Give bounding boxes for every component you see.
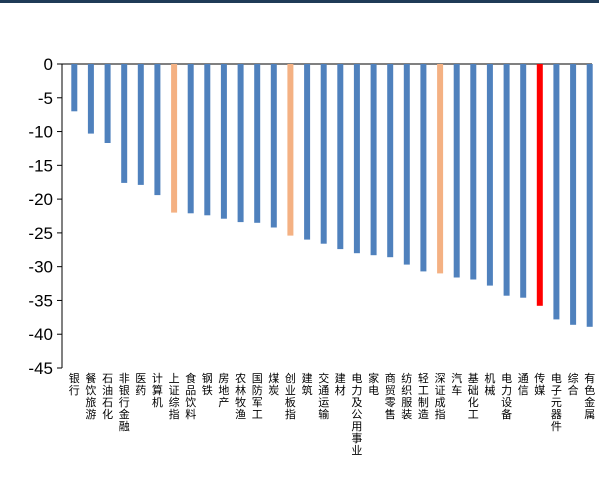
x-tick-label: 电力设备 bbox=[501, 372, 512, 421]
bar bbox=[270, 64, 277, 228]
top-rule bbox=[0, 0, 599, 3]
x-tick-label: 交通运输 bbox=[318, 371, 329, 421]
x-tick-label: 国防军工 bbox=[252, 372, 263, 421]
x-tick-label: 农林牧渔 bbox=[235, 371, 246, 421]
x-tick-label: 食品饮料 bbox=[185, 371, 196, 421]
bar bbox=[353, 64, 360, 254]
x-tick-label: 纺织服装 bbox=[401, 371, 412, 421]
bar bbox=[586, 64, 593, 327]
x-tick-label: 银行 bbox=[69, 371, 80, 397]
bar bbox=[121, 64, 128, 183]
x-tick-label: 深证成指 bbox=[435, 372, 446, 421]
x-tick-label: 机械 bbox=[484, 371, 495, 397]
x-tick-label: 通信 bbox=[518, 372, 529, 397]
bar bbox=[220, 64, 227, 219]
bar bbox=[187, 64, 194, 214]
bar bbox=[237, 64, 244, 223]
bar bbox=[104, 64, 111, 143]
bar bbox=[470, 64, 477, 280]
x-tick-label: 房地产 bbox=[218, 372, 229, 409]
bar bbox=[171, 64, 178, 213]
x-tick-label: 煤炭 bbox=[268, 372, 279, 397]
x-tick-label: 基础化工 bbox=[468, 372, 479, 421]
bar bbox=[304, 64, 311, 240]
bar bbox=[437, 64, 444, 274]
bar bbox=[570, 64, 577, 325]
x-tick-label: 创业板指 bbox=[285, 372, 296, 421]
bar bbox=[420, 64, 427, 272]
x-tick-label: 石油石化 bbox=[102, 372, 113, 421]
x-tick-label: 综合 bbox=[568, 371, 579, 397]
bar bbox=[137, 64, 144, 185]
x-tick-label: 电力及公用事业 bbox=[351, 372, 362, 457]
x-tick-label: 电子元器件 bbox=[551, 372, 562, 433]
bar bbox=[254, 64, 261, 223]
bar bbox=[453, 64, 460, 278]
bar bbox=[520, 64, 527, 298]
bar bbox=[337, 64, 344, 250]
bar bbox=[71, 64, 78, 112]
bar bbox=[486, 64, 493, 286]
x-tick-label: 有色金属 bbox=[584, 371, 595, 421]
y-tick-label: -45 bbox=[28, 359, 53, 378]
x-tick-label: 家电 bbox=[368, 371, 379, 397]
y-tick-label: -15 bbox=[28, 156, 53, 175]
y-tick-label: -30 bbox=[28, 258, 53, 277]
y-tick-label: -5 bbox=[38, 89, 53, 108]
x-tick-label: 医药 bbox=[135, 372, 146, 397]
x-tick-label: 非银行金融 bbox=[119, 372, 130, 433]
x-tick-label: 轻工制造 bbox=[418, 371, 429, 421]
bar bbox=[87, 64, 94, 134]
y-tick-label: 0 bbox=[44, 55, 53, 74]
x-tick-label: 传媒 bbox=[534, 372, 545, 397]
bar bbox=[553, 64, 560, 320]
bar bbox=[320, 64, 327, 244]
y-axis: 0 -5 -10 -15 -20 -25 -30 -35 -40 -45 bbox=[28, 55, 592, 378]
bar bbox=[536, 64, 543, 306]
y-tick-label: -40 bbox=[28, 325, 53, 344]
y-tick-label: -35 bbox=[28, 291, 53, 310]
x-tick-label: 建筑 bbox=[302, 371, 313, 397]
x-tick-label: 商贸零售 bbox=[385, 371, 396, 421]
y-tick-label: -20 bbox=[28, 190, 53, 209]
bar bbox=[403, 64, 410, 265]
x-tick-labels: 银行餐饮旅游石油石化非银行金融医药计算机上证综指食品饮料钢铁房地产农林牧渔国防军… bbox=[69, 371, 595, 457]
x-tick-label: 餐饮旅游 bbox=[85, 371, 96, 421]
bar bbox=[154, 64, 161, 196]
x-tick-label: 汽车 bbox=[451, 371, 462, 397]
x-tick-label: 计算机 bbox=[152, 372, 163, 409]
bar-group bbox=[71, 64, 593, 327]
x-tick-label: 建材 bbox=[335, 371, 346, 397]
bar bbox=[287, 64, 294, 236]
y-tick-label: -25 bbox=[28, 224, 53, 243]
y-tick-label: -10 bbox=[28, 123, 53, 142]
bar bbox=[370, 64, 377, 256]
bar bbox=[204, 64, 211, 216]
bar bbox=[503, 64, 510, 296]
x-tick-label: 钢铁 bbox=[202, 372, 213, 397]
x-tick-label: 上证综指 bbox=[169, 372, 180, 421]
bar bbox=[387, 64, 394, 258]
